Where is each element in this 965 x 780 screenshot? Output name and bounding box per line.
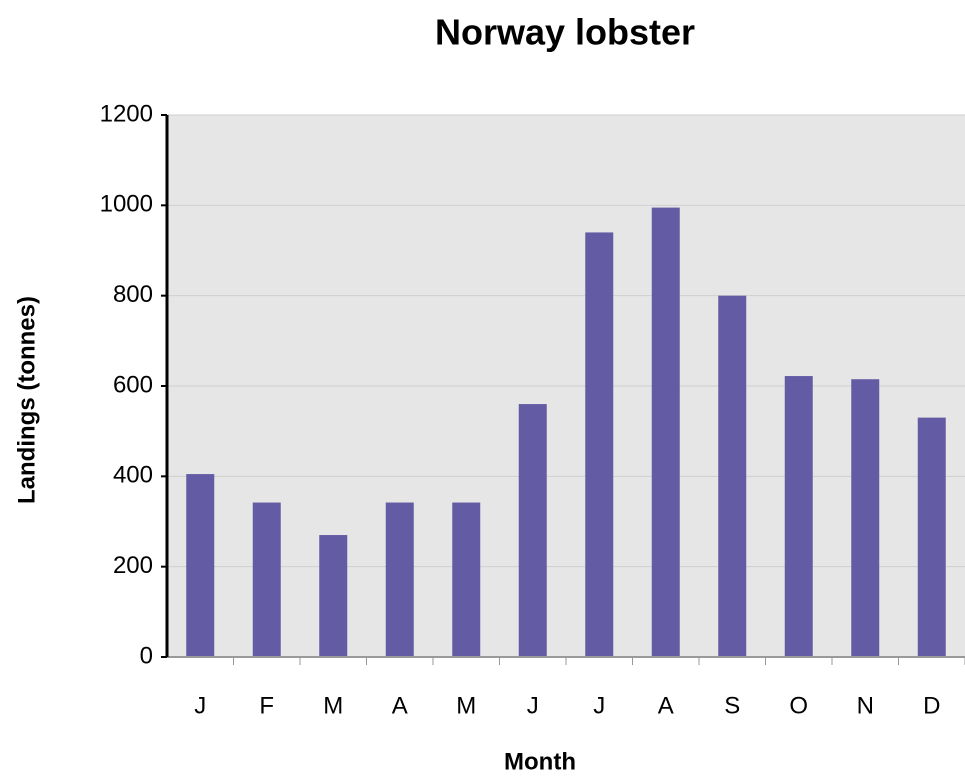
bar [452,502,481,657]
bar [385,502,414,657]
bar [252,502,281,657]
x-tick-label: D [923,692,940,719]
x-tick-label: O [789,692,808,719]
bar [518,404,547,657]
bar [784,376,813,657]
bar [585,232,614,657]
x-tick-label: N [857,692,874,719]
bar [186,474,215,657]
y-tick-label: 0 [140,642,153,669]
y-tick-label: 200 [113,552,153,579]
x-tick-label: J [194,692,206,719]
x-tick-label: J [527,692,539,719]
bar [718,295,747,657]
y-tick-label: 1200 [100,100,153,127]
x-tick-label: A [658,692,674,719]
x-tick-label: M [323,692,343,719]
bar [319,535,348,657]
chart-title: Norway lobster [435,12,695,53]
y-axis-label: Landings (tonnes) [13,296,40,504]
y-tick-label: 800 [113,281,153,308]
bar [917,417,946,657]
bar [651,207,680,657]
x-axis-label: Month [504,748,576,775]
x-tick-label: A [392,692,408,719]
x-tick-label: J [593,692,605,719]
bar [851,379,880,657]
y-tick-label: 1000 [100,191,153,218]
x-tick-label: F [259,692,274,719]
x-tick-label: S [724,692,740,719]
x-tick-label: M [456,692,476,719]
y-tick-label: 600 [113,371,153,398]
y-tick-label: 400 [113,462,153,489]
